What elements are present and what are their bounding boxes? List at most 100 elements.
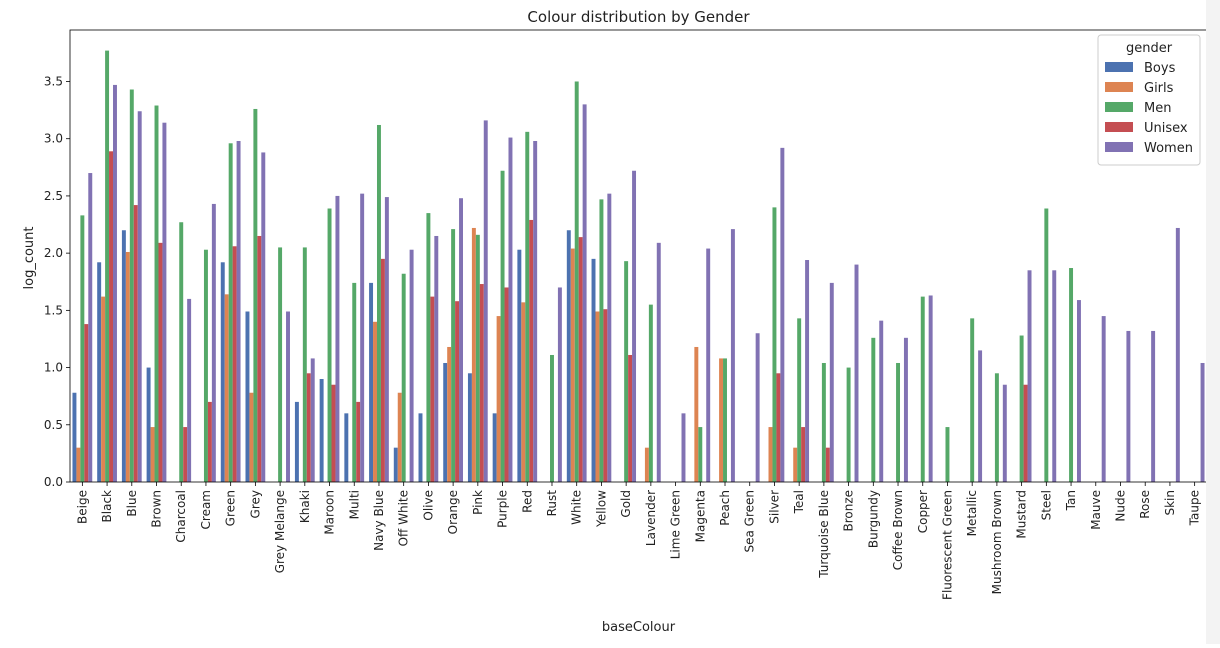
bar-unisex-maroon	[331, 384, 336, 482]
bar-women-magenta	[706, 248, 711, 482]
bar-boys-grey	[245, 311, 250, 482]
x-axis-label: baseColour	[602, 620, 676, 635]
bar-unisex-purple	[504, 287, 509, 482]
bar-men-burgundy	[871, 337, 876, 482]
bar-unisex-silver	[776, 373, 781, 482]
bar-unisex-teal	[801, 427, 806, 482]
bar-women-copper	[928, 295, 933, 482]
bar-men-mustard	[1019, 335, 1024, 482]
legend-label-boys: Boys	[1144, 61, 1176, 76]
y-tick-label: 0.0	[44, 475, 63, 489]
bars-layer	[72, 50, 1205, 483]
legend-items: Boys Girls Men Unisex Women	[1105, 61, 1193, 156]
bar-boys-maroon	[319, 379, 324, 482]
x-tick-label: Mauve	[1089, 490, 1103, 530]
bar-women-skin	[1175, 227, 1180, 482]
x-tick-label: Maroon	[323, 490, 337, 535]
bar-unisex-mustard	[1023, 384, 1028, 482]
x-tick-label: Magenta	[693, 490, 707, 542]
bar-girls-red	[521, 302, 526, 482]
bar-men-green	[228, 143, 233, 483]
bar-men-steel	[1044, 208, 1049, 482]
bar-men-brown	[154, 105, 159, 483]
bar-women-blue	[137, 111, 142, 482]
bar-women-taupe	[1200, 362, 1205, 482]
y-tick-label: 0.5	[44, 418, 63, 432]
y-tick-label: 1.0	[44, 361, 63, 375]
bar-women-silver	[780, 147, 785, 483]
bar-women-coffee-brown	[903, 337, 908, 482]
x-tick-label: Bronze	[842, 490, 856, 532]
x-tick-label: Skin	[1163, 490, 1177, 516]
x-tick-label: Purple	[496, 490, 510, 528]
x-tick-label: Grey	[248, 490, 262, 518]
bar-men-coffee-brown	[896, 362, 901, 482]
bar-boys-blue	[121, 230, 126, 482]
bar-boys-olive	[418, 413, 423, 482]
x-tick-label: Tan	[1064, 490, 1078, 511]
x-tick-label: Steel	[1039, 490, 1053, 520]
bar-men-multi	[352, 282, 357, 482]
x-tick-label: Fluorescent Green	[940, 490, 954, 600]
bar-boys-purple	[492, 413, 497, 482]
bar-unisex-cream	[207, 401, 212, 482]
bar-boys-khaki	[294, 401, 299, 482]
bar-men-fluorescent-green	[945, 427, 950, 482]
bar-men-lavender	[648, 304, 653, 482]
bar-girls-beige	[76, 447, 81, 482]
bar-men-rust	[550, 354, 554, 482]
x-tick-label: Olive	[421, 490, 435, 521]
bar-men-yellow	[599, 199, 604, 483]
bar-men-bronze	[846, 367, 851, 482]
x-tick-label: Orange	[446, 490, 460, 534]
bar-unisex-beige	[84, 324, 89, 482]
bar-men-olive	[426, 213, 431, 482]
x-tick-label: Green	[224, 490, 238, 526]
x-tick-label: Multi	[347, 490, 361, 519]
bar-women-orange	[459, 198, 463, 482]
axes-layer: 0.0 0.5 1.0 1.5 2.0 2.5 3.0 3.5 Beige Black Blue Br…	[44, 29, 1208, 600]
bar-men-metallic	[970, 318, 975, 482]
bar-unisex-black	[109, 151, 113, 483]
x-tick-label: Navy Blue	[372, 490, 386, 551]
bar-women-brown	[162, 122, 167, 482]
x-tick-label: Metallic	[965, 490, 979, 536]
legend-label-men: Men	[1144, 101, 1171, 116]
legend-label-women: Women	[1144, 141, 1193, 156]
x-tick-label: Pink	[471, 490, 485, 515]
bar-women-off-white	[409, 249, 414, 482]
bar-unisex-khaki	[306, 373, 311, 482]
y-tick-label: 3.0	[44, 132, 63, 146]
bar-women-teal	[805, 260, 810, 482]
x-tick-label: Red	[520, 490, 534, 513]
x-tick-label: Copper	[916, 490, 930, 533]
bar-men-off-white	[401, 273, 406, 482]
bar-women-khaki	[310, 358, 315, 482]
bar-girls-pink	[471, 227, 476, 482]
bar-unisex-olive	[430, 296, 435, 482]
bar-boys-off-white	[393, 447, 398, 482]
x-tick-label: Grey Melange	[273, 490, 287, 573]
bar-girls-orange	[447, 346, 452, 482]
x-tick-label: Cream	[199, 490, 213, 529]
bar-women-rose	[1151, 330, 1156, 482]
bar-men-grey	[253, 108, 258, 483]
bar-men-teal	[797, 318, 802, 482]
bar-women-steel	[1052, 270, 1057, 482]
bar-girls-black	[101, 296, 106, 482]
bar-boys-brown	[146, 367, 151, 482]
bar-women-mauve	[1101, 316, 1106, 482]
bar-men-maroon	[327, 208, 332, 482]
bar-women-multi	[360, 193, 365, 482]
bar-women-maroon	[335, 195, 340, 483]
x-tick-label: Yellow	[594, 490, 608, 528]
bar-girls-yellow	[595, 311, 600, 482]
bar-girls-white	[570, 248, 575, 482]
x-tick-label: Rust	[545, 490, 559, 517]
bar-men-orange	[451, 229, 456, 482]
x-tick-label: Lime Green	[669, 490, 683, 559]
bar-women-lavender	[656, 242, 661, 482]
bar-boys-green	[220, 262, 225, 482]
y-tick-label: 2.0	[44, 246, 63, 260]
